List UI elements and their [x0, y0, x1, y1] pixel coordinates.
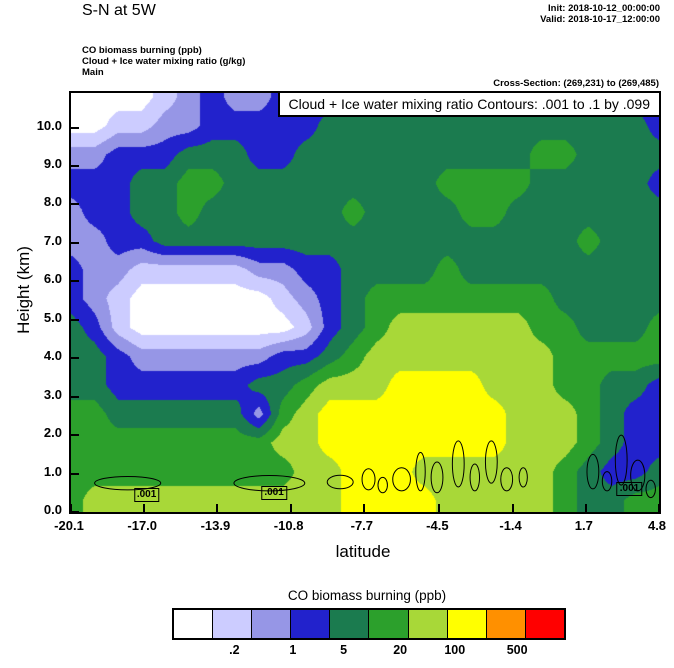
y-tick-label: 2.0	[43, 425, 62, 441]
x-tick-mark	[143, 504, 146, 514]
colorbar-cell	[368, 610, 408, 638]
y-tick-mark	[69, 203, 79, 206]
x-tick-label: 1.7	[574, 518, 593, 533]
y-tick-mark	[69, 126, 79, 129]
x-tick-mark	[658, 504, 660, 514]
x-tick-label: -20.1	[54, 518, 84, 533]
colorbar-cell	[329, 610, 369, 638]
x-tick-label: -17.0	[127, 518, 158, 533]
valid-timestamp: Valid: 2018-10-17_12:00:00	[540, 14, 660, 25]
colorbar-cell	[446, 610, 486, 638]
x-tick-label: -1.4	[499, 518, 522, 533]
y-tick-label: 9.0	[43, 156, 62, 172]
y-tick-mark	[69, 395, 79, 398]
contour-field-label: Cloud + Ice water mixing ratio (g/kg)	[82, 56, 246, 67]
contour-fill-canvas	[71, 93, 659, 512]
colorbar-cell	[251, 610, 291, 638]
y-tick-label: 4.0	[43, 348, 62, 364]
colorbar-cell	[290, 610, 330, 638]
cloud-contour-line	[361, 468, 376, 491]
colorbar-cell	[407, 610, 447, 638]
y-tick-label: 3.0	[43, 386, 62, 402]
init-timestamp: Init: 2018-10-12_00:00:00	[548, 3, 660, 14]
colorbar-tick-label: 5	[340, 643, 348, 657]
model-times: Init: 2018-10-12_00:00:00 Valid: 2018-10…	[540, 3, 660, 25]
y-tick-label: 0.0	[43, 502, 62, 517]
colorbar	[172, 608, 566, 640]
cloud-contour-line	[500, 467, 514, 492]
cloud-contour-overlay	[94, 434, 656, 499]
legend-title: CO biomass burning (ppb)	[287, 588, 447, 603]
cloud-contour-line	[326, 474, 354, 490]
cloud-contour-line	[392, 467, 411, 492]
cloud-contour-line	[614, 434, 628, 486]
y-tick-label: 8.0	[43, 194, 62, 210]
cloud-contour-line	[377, 476, 388, 494]
y-tick-label: 7.0	[43, 232, 62, 248]
y-tick-label: 5.0	[43, 309, 62, 325]
colorbar-tick-label: 20	[393, 643, 408, 657]
x-tick-mark	[362, 504, 365, 514]
colorbar-tick-label: 1	[289, 643, 297, 657]
fill-field-label: CO biomass burning (ppb)	[82, 45, 202, 56]
x-tick-label: -13.9	[200, 518, 231, 533]
y-tick-mark	[69, 280, 79, 283]
cloud-contour-line	[645, 479, 656, 499]
y-tick-mark	[69, 434, 79, 437]
y-tick-label: 6.0	[43, 271, 62, 287]
colorbar-tick-label: 500	[506, 643, 528, 657]
y-tick-label: 10.0	[36, 117, 62, 133]
x-tick-mark	[438, 504, 441, 514]
y-tick-mark	[69, 241, 79, 244]
colorbar-tick-label: 100	[444, 643, 466, 657]
cloud-contour-line	[586, 453, 600, 490]
x-tick-mark	[511, 504, 514, 514]
y-tick-mark	[69, 511, 79, 513]
cloud-contour-line	[451, 440, 465, 488]
cloud-contour-line	[630, 459, 646, 492]
plot-area: Cloud + Ice water mixing ratio Contours:…	[69, 91, 661, 514]
cloud-contour-line	[94, 475, 162, 491]
colorbar-tick-label: .2	[229, 643, 240, 657]
colorbar-cell	[212, 610, 252, 638]
y-tick-mark	[69, 318, 79, 321]
contour-level-label: .001	[261, 485, 287, 500]
cloud-contour-line	[415, 451, 426, 492]
cloud-contour-line	[518, 467, 528, 488]
colorbar-cell	[524, 610, 564, 638]
cloud-contour-line	[484, 440, 498, 484]
contour-level-label: .001	[133, 487, 160, 502]
x-tick-mark	[216, 504, 219, 514]
y-tick-mark	[69, 165, 79, 168]
contour-info-box: Cloud + Ice water mixing ratio Contours:…	[277, 91, 661, 117]
cloud-contour-line	[430, 461, 444, 494]
x-axis-title: latitude	[335, 542, 391, 561]
colorbar-cell	[485, 610, 525, 638]
x-tick-label: -4.5	[426, 518, 449, 533]
y-tick-mark	[69, 357, 79, 360]
plot-title: S-N at 5W	[82, 2, 156, 19]
y-tick-label: 1.0	[43, 463, 62, 479]
x-tick-label: 4.8	[647, 518, 667, 533]
x-tick-label: -10.8	[273, 518, 304, 533]
x-tick-mark	[584, 504, 587, 514]
x-tick-mark	[289, 504, 292, 514]
cloud-contour-line	[601, 471, 613, 492]
y-tick-mark	[69, 472, 79, 475]
cross-section-label: Cross-Section: (269,231) to (269,485)	[493, 78, 659, 89]
field-list: CO biomass burning (ppb) Cloud + Ice wat…	[82, 45, 245, 78]
colorbar-cell	[174, 610, 213, 638]
cloud-contour-line	[233, 474, 306, 492]
x-tick-mark	[70, 504, 72, 514]
contour-level-label: .001	[616, 481, 643, 496]
domain-label: Main	[82, 67, 104, 78]
x-tick-label: -7.7	[350, 518, 374, 533]
cloud-contour-line	[469, 463, 481, 492]
